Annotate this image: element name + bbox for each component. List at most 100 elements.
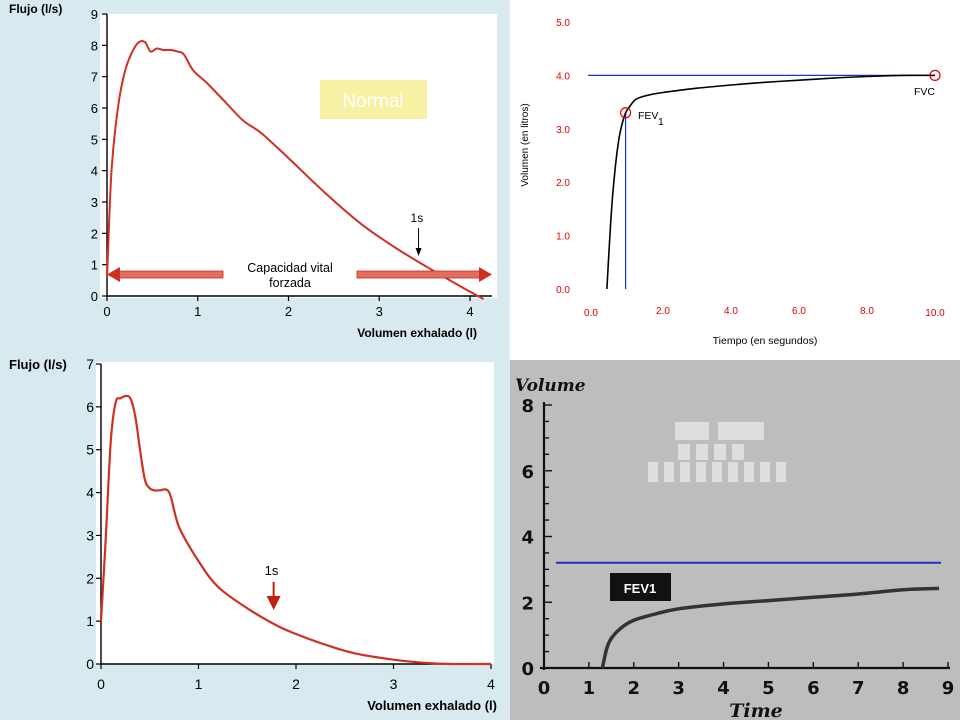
y-tick-label: 1 — [86, 613, 94, 629]
scan-artifact-block — [728, 462, 738, 482]
scan-artifact-block — [664, 462, 674, 482]
x-tick-label: 6.0 — [792, 306, 806, 317]
y-tick-label: 0.0 — [556, 285, 570, 296]
flow-volume-normal-chart: 0 1 2 3 4 5 6 7 8 9 0 1 2 3 4 Flujo (l/s) Volumen exhala… — [9, 2, 497, 340]
scan-artifact-block — [744, 462, 754, 482]
x-axis-title: Volumen exhalado (l) — [357, 326, 477, 340]
volume-curve — [606, 74, 936, 290]
volume-time-chart: 0.0 1.0 2.0 3.0 4.0 5.0 0.0 2.0 4.0 6.0 8.0 10.0 Vol… — [520, 18, 945, 347]
x-tick-label: 1 — [194, 304, 201, 319]
x-axis-title: Tiempo (en segundos) — [713, 335, 818, 347]
y-tick-label: 5.0 — [556, 18, 570, 29]
scan-artifact-block — [696, 462, 706, 482]
fvc-label-line2: forzada — [269, 276, 311, 290]
x-tick-label: 0 — [97, 676, 105, 692]
y-tick-label: 2 — [86, 570, 94, 586]
fev-label: FEV — [638, 110, 658, 122]
y-tick-label: 8 — [521, 396, 534, 417]
x-tick-label: 4 — [717, 678, 730, 699]
fvc-arrow-right-bar — [356, 270, 482, 279]
y-tick-label: 2 — [521, 593, 534, 614]
y-axis-title: Flujo (l/s) — [9, 2, 62, 16]
y-tick-label: 6 — [521, 462, 534, 483]
x-tick-label: 2 — [292, 676, 300, 692]
x-tick-label: 1 — [195, 676, 203, 692]
x-tick-label: 8.0 — [860, 306, 874, 317]
y-tick-label: 6 — [86, 399, 94, 415]
scan-artifact-block — [712, 462, 722, 482]
x-tick-label: 5 — [762, 678, 775, 699]
flow-volume-obstructive-panel: 0 1 2 3 4 5 6 7 0 1 2 3 4 Flujo (l/s) Volumen exhalado… — [0, 346, 510, 720]
y-tick-label: 0 — [86, 656, 94, 672]
flow-volume-normal-panel: 0 1 2 3 4 5 6 7 8 9 0 1 2 3 4 Flujo (l/s) Volumen exhala… — [0, 0, 510, 346]
plot-area — [96, 362, 494, 664]
y-tick-label: 9 — [91, 7, 98, 22]
y-tick-label: 6 — [91, 101, 98, 116]
scan-artifact-block — [678, 444, 690, 460]
x-tick-label: 9 — [942, 678, 955, 699]
scan-artifact-block — [648, 462, 658, 482]
scan-artifact-block — [680, 462, 690, 482]
scan-artifact-block — [732, 444, 744, 460]
one-second-label: 1s — [265, 563, 279, 578]
normal-label: Normal — [342, 91, 403, 112]
y-tick-label: 2 — [91, 226, 98, 241]
fvc-label: FVC — [914, 86, 935, 98]
y-tick-label: 7 — [91, 70, 98, 85]
one-second-arrowhead — [266, 596, 281, 610]
x-tick-label: 3 — [390, 676, 398, 692]
x-tick-label: 4 — [487, 676, 495, 692]
x-axis-title: Time — [729, 700, 783, 720]
y-axis-title: Volumen (en litros) — [520, 103, 531, 186]
y-tick-label: 2.0 — [556, 178, 570, 189]
y-tick-label: 1.0 — [556, 232, 570, 243]
y-tick-label: 4.0 — [556, 71, 570, 82]
y-tick-label: 3.0 — [556, 125, 570, 136]
x-tick-label: 2.0 — [656, 306, 670, 317]
y-tick-label: 1 — [91, 258, 98, 273]
fvc-arrowhead-left — [107, 267, 120, 282]
volume-time-scanned-panel: 0 2 4 6 8 0 1 2 3 4 5 6 7 8 9 Volume Time FEV1 — [510, 360, 960, 720]
x-tick-label: 0 — [538, 678, 551, 699]
x-axis-title: Volumen exhalado (l) — [367, 698, 497, 713]
x-tick-label: 3 — [376, 304, 383, 319]
fev1-label: FEV1 — [624, 581, 657, 596]
y-tick-label: 3 — [91, 195, 98, 210]
y-tick-label: 4 — [521, 528, 534, 549]
x-tick-label: 2 — [285, 304, 292, 319]
scan-artifact-block — [696, 444, 708, 460]
one-second-label: 1s — [411, 211, 424, 225]
fvc-label-line1: Capacidad vital — [247, 261, 332, 275]
x-tick-label: 6 — [807, 678, 820, 699]
volume-time-panel: 0.0 1.0 2.0 3.0 4.0 5.0 0.0 2.0 4.0 6.0 8.0 10.0 Vol… — [510, 0, 960, 360]
normal-label-box — [320, 80, 427, 119]
fvc-marker — [929, 69, 941, 82]
y-tick-label: 8 — [91, 38, 98, 53]
x-tick-label: 8 — [897, 678, 910, 699]
fvc-arrow-left-bar — [117, 270, 224, 279]
plot-area — [100, 14, 497, 298]
x-tick-label: 1 — [583, 678, 596, 699]
scan-artifact-block — [718, 422, 764, 440]
flow-volume-obstructive-chart: 0 1 2 3 4 5 6 7 0 1 2 3 4 Flujo (l/s) Volumen exhalado… — [9, 356, 497, 713]
one-second-arrowhead — [415, 248, 422, 256]
fvc-arrowhead-right — [479, 267, 492, 282]
x-tick-label: 3 — [672, 678, 685, 699]
fev1-marker — [619, 107, 632, 119]
flow-curve — [99, 394, 492, 666]
scan-artifact-block — [675, 422, 709, 440]
y-tick-label: 0 — [91, 289, 98, 304]
y-tick-label: 5 — [91, 132, 98, 147]
x-tick-label: 2 — [628, 678, 641, 699]
y-tick-label: 0 — [521, 659, 534, 680]
x-tick-label: 7 — [852, 678, 865, 699]
flow-curve — [106, 40, 485, 300]
volume-time-scanned-chart: 0 2 4 6 8 0 1 2 3 4 5 6 7 8 9 Volume Time FEV1 — [515, 376, 955, 720]
y-tick-label: 7 — [86, 356, 94, 372]
y-tick-label: 3 — [86, 527, 94, 543]
x-tick-label: 4 — [466, 304, 473, 319]
y-tick-label: 4 — [91, 164, 98, 179]
x-tick-label: 0.0 — [584, 308, 598, 319]
scan-artifact-block — [760, 462, 770, 482]
x-tick-label: 10.0 — [925, 308, 945, 319]
